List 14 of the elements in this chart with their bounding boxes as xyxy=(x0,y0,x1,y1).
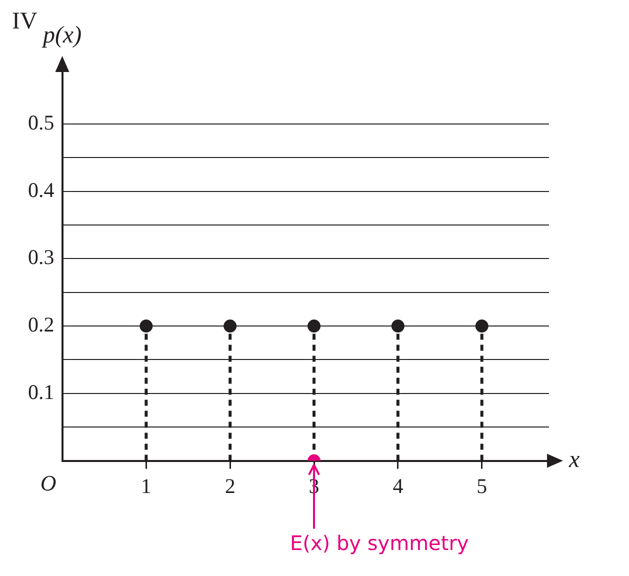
y-tick-label: 0.2 xyxy=(28,312,54,337)
annotation: E(x) by symmetry xyxy=(290,531,469,556)
x-tick-label: 2 xyxy=(224,474,236,498)
y-tick-label: 0.3 xyxy=(28,245,54,270)
y-tick-label: 0.5 xyxy=(28,110,54,134)
chart-title: IV xyxy=(12,8,38,34)
x-tick-label: 4 xyxy=(392,474,404,498)
y-tick-label: 0.4 xyxy=(28,178,55,202)
y-tick-label: 0.1 xyxy=(28,380,54,404)
x-tick-label: 5 xyxy=(476,474,488,498)
y-axis-title: p(x) xyxy=(40,22,82,48)
x-axis-title: x xyxy=(568,447,580,474)
x-tick-label: 1 xyxy=(140,474,152,498)
text: O xyxy=(40,470,56,496)
